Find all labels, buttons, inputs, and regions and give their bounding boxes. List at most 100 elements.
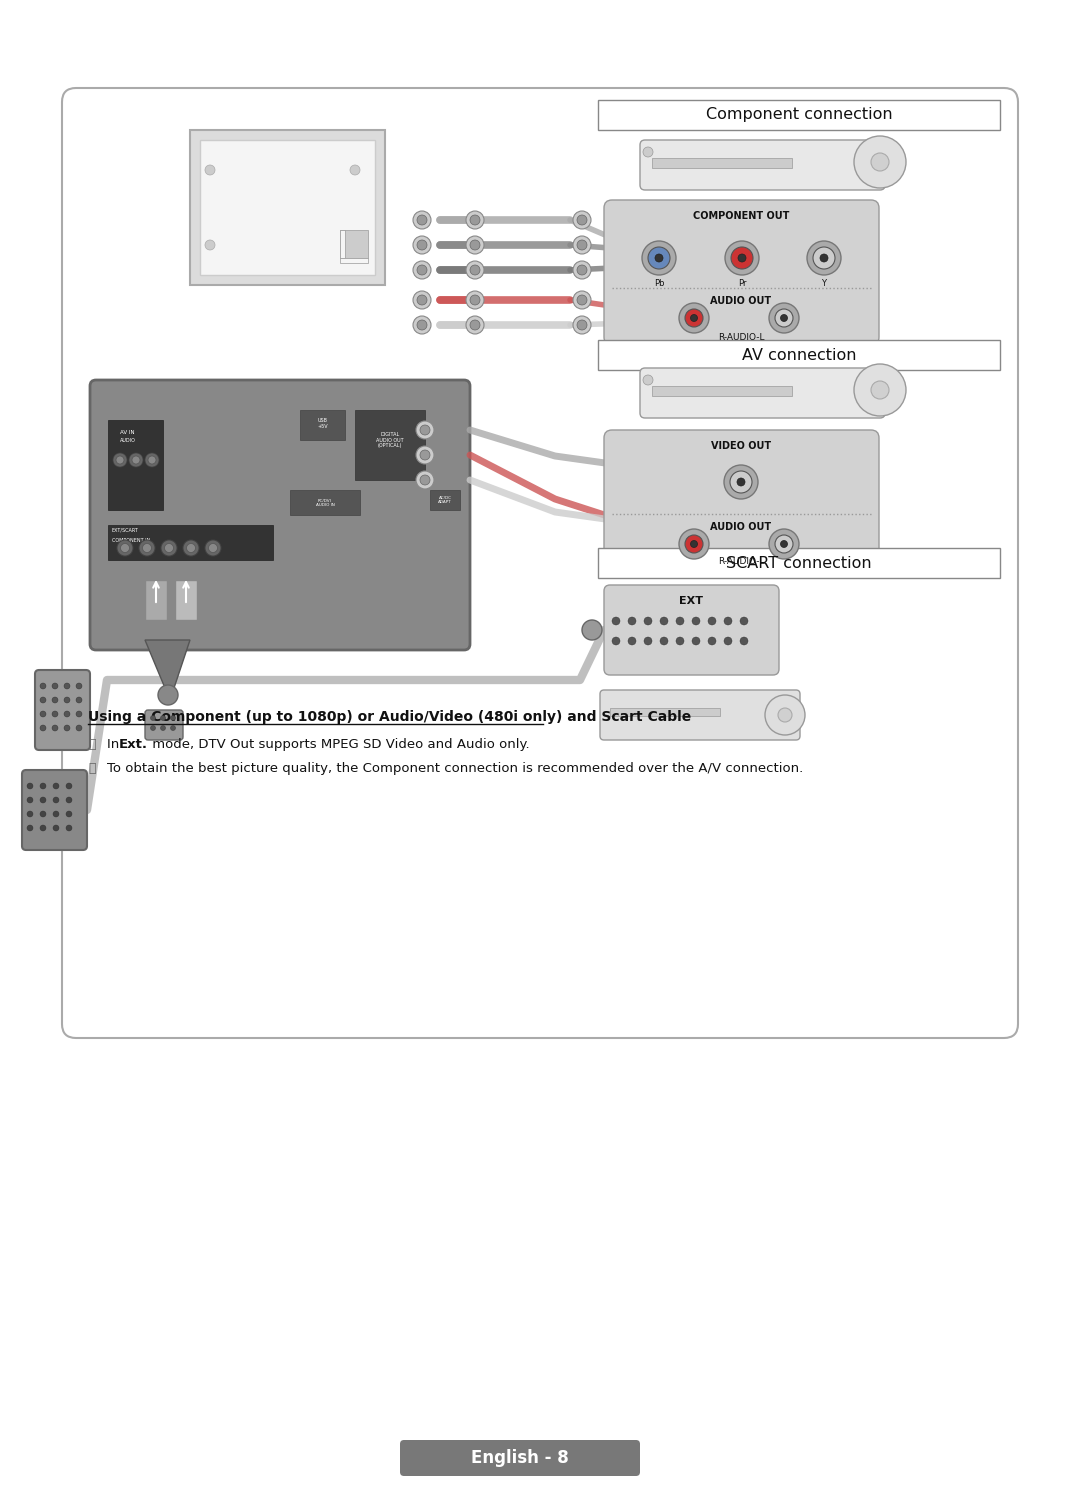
Text: AV connection: AV connection [742, 348, 856, 363]
Circle shape [807, 241, 841, 275]
Circle shape [66, 796, 72, 802]
Circle shape [64, 683, 70, 689]
Circle shape [53, 796, 59, 802]
Text: USB
+5V: USB +5V [318, 418, 328, 429]
FancyBboxPatch shape [640, 140, 885, 190]
Circle shape [76, 683, 82, 689]
FancyBboxPatch shape [62, 88, 1018, 1038]
Circle shape [139, 539, 156, 556]
Circle shape [777, 536, 792, 551]
Circle shape [40, 811, 46, 817]
Circle shape [52, 725, 58, 731]
Circle shape [690, 541, 698, 547]
Circle shape [740, 617, 748, 624]
Text: AC/DC
ADAPT: AC/DC ADAPT [438, 496, 451, 505]
Text: Ext.: Ext. [119, 738, 148, 751]
Circle shape [775, 309, 793, 327]
Circle shape [117, 539, 133, 556]
Circle shape [76, 725, 82, 731]
Bar [340, 230, 368, 258]
Circle shape [708, 617, 716, 624]
Circle shape [654, 254, 663, 261]
Circle shape [64, 711, 70, 717]
Circle shape [161, 539, 177, 556]
Circle shape [778, 708, 792, 722]
Circle shape [731, 247, 753, 269]
Circle shape [612, 636, 620, 645]
Circle shape [685, 535, 703, 553]
Text: AUDIO: AUDIO [120, 438, 136, 444]
Circle shape [692, 617, 700, 624]
Circle shape [129, 453, 143, 468]
Circle shape [171, 726, 175, 731]
Circle shape [854, 136, 906, 188]
Circle shape [27, 783, 33, 789]
Circle shape [820, 254, 828, 261]
Text: COMPONENT IN: COMPONENT IN [112, 538, 150, 542]
Circle shape [187, 544, 195, 553]
Circle shape [679, 529, 708, 559]
Circle shape [676, 636, 684, 645]
Bar [430, 490, 460, 509]
Text: DIGITAL
AUDIO OUT
(OPTICAL): DIGITAL AUDIO OUT (OPTICAL) [376, 432, 404, 448]
Circle shape [171, 716, 175, 720]
Circle shape [148, 456, 156, 465]
Circle shape [420, 424, 430, 435]
Circle shape [113, 453, 127, 468]
Text: VIDEO OUT: VIDEO OUT [711, 441, 771, 451]
Circle shape [679, 303, 708, 333]
Circle shape [627, 636, 636, 645]
Circle shape [413, 317, 431, 335]
Circle shape [470, 294, 480, 305]
Circle shape [651, 249, 667, 266]
Circle shape [53, 811, 59, 817]
FancyBboxPatch shape [604, 430, 879, 571]
Circle shape [417, 241, 427, 249]
Bar [652, 158, 792, 167]
Bar [300, 409, 345, 441]
Circle shape [66, 783, 72, 789]
Circle shape [724, 636, 732, 645]
Circle shape [465, 291, 484, 309]
Circle shape [816, 249, 832, 266]
Text: SCART connection: SCART connection [726, 556, 872, 571]
Text: R-AUDIO-L: R-AUDIO-L [718, 557, 765, 566]
Circle shape [648, 247, 670, 269]
Circle shape [781, 315, 787, 321]
Text: English - 8: English - 8 [471, 1449, 569, 1467]
Circle shape [145, 453, 159, 468]
Circle shape [116, 456, 124, 465]
FancyBboxPatch shape [604, 200, 879, 345]
Circle shape [676, 617, 684, 624]
Text: Pb: Pb [653, 279, 664, 288]
Circle shape [413, 211, 431, 229]
Circle shape [76, 711, 82, 717]
Circle shape [64, 698, 70, 704]
Circle shape [161, 716, 165, 720]
Bar [598, 100, 1000, 130]
Circle shape [573, 211, 591, 229]
Bar [108, 420, 163, 509]
Circle shape [205, 539, 221, 556]
Polygon shape [145, 639, 190, 701]
Circle shape [465, 211, 484, 229]
Text: PC/DVI
AUDIO IN: PC/DVI AUDIO IN [315, 499, 335, 508]
Circle shape [40, 683, 46, 689]
Text: COMPONENT OUT: COMPONENT OUT [692, 211, 789, 221]
FancyBboxPatch shape [22, 769, 87, 850]
Circle shape [690, 315, 698, 321]
Circle shape [643, 146, 653, 157]
Circle shape [417, 215, 427, 226]
Text: Y: Y [822, 279, 826, 288]
FancyBboxPatch shape [90, 379, 470, 650]
Text: EXT/SCART: EXT/SCART [112, 527, 139, 533]
Text: Pr: Pr [738, 279, 746, 288]
Circle shape [417, 320, 427, 330]
Text: R-AUDIO-L: R-AUDIO-L [718, 333, 765, 342]
Circle shape [737, 478, 745, 486]
Circle shape [734, 249, 750, 266]
Bar [145, 580, 167, 620]
Circle shape [205, 241, 215, 249]
Circle shape [53, 825, 59, 831]
Bar [340, 230, 345, 258]
